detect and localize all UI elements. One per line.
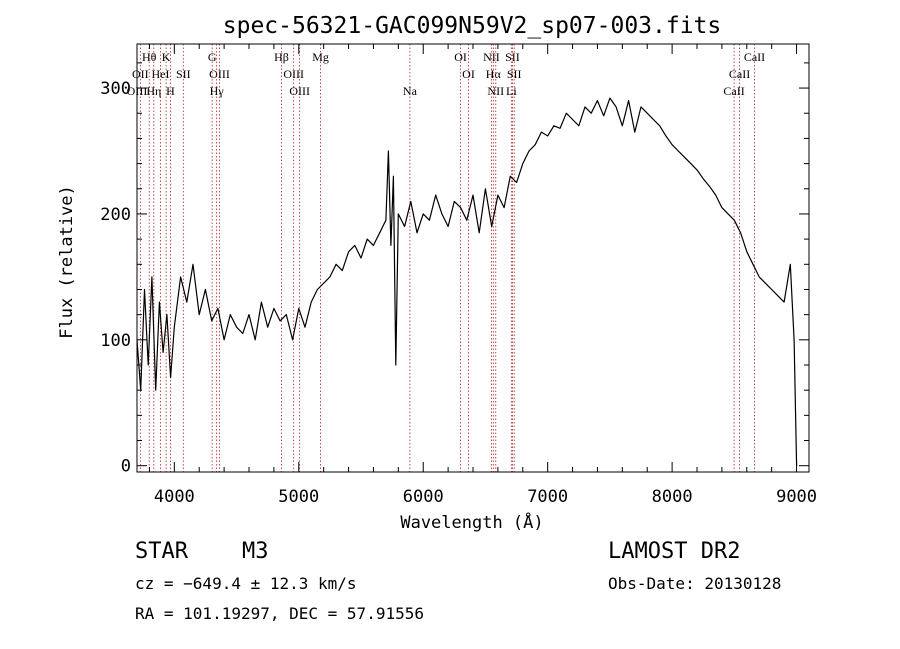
observation-date: Obs-Date: 20130128 — [608, 574, 782, 593]
line-marker-label: Hη — [146, 84, 161, 98]
chart-title: spec-56321-GAC099N59V2_sp07-003.fits — [223, 13, 722, 39]
x-axis: 4000 5000 6000 7000 8000 9000 — [148, 44, 817, 507]
line-marker-label: OII — [132, 67, 149, 81]
line-marker-label: Hα — [486, 67, 502, 81]
line-marker-label: OI — [462, 67, 475, 81]
line-marker-label: Hβ — [274, 50, 289, 64]
y-axis: 0 100 200 300 — [100, 62, 809, 477]
y-tick-label: 300 — [100, 79, 131, 99]
x-tick-label: 9000 — [776, 487, 817, 507]
line-marker-label: Hθ — [142, 50, 157, 64]
line-marker-label: Hγ — [210, 84, 225, 98]
y-tick-label: 100 — [100, 331, 131, 351]
x-tick-label: 5000 — [278, 487, 319, 507]
line-marker-label: Li — [506, 84, 517, 98]
y-tick-label: 200 — [100, 205, 131, 225]
plot-frame — [136, 43, 810, 473]
line-marker-label: OI — [454, 50, 467, 64]
spectrum-line — [136, 97, 798, 466]
x-tick-label: 8000 — [652, 487, 693, 507]
line-marker-label: OIII — [289, 84, 310, 98]
line-marker-label: Mg — [312, 50, 329, 64]
line-marker-label: SII — [505, 50, 520, 64]
line-marker-label: SII — [176, 67, 191, 81]
line-marker-label: NII — [483, 50, 500, 64]
line-marker-label: HeI — [152, 67, 170, 81]
x-tick-label: 7000 — [527, 487, 568, 507]
y-tick-label: 0 — [121, 457, 131, 477]
survey-name: LAMOST DR2 — [608, 539, 741, 564]
line-marker-label: Na — [403, 84, 418, 98]
line-marker-label: SII — [507, 67, 522, 81]
spectral-subclass: M3 — [242, 539, 269, 564]
y-axis-label: Flux (relative) — [57, 185, 77, 339]
line-marker-label: CaII — [729, 67, 750, 81]
line-marker-label: CaII — [723, 84, 744, 98]
x-tick-label: 4000 — [154, 487, 195, 507]
line-marker-label: CaII — [744, 50, 765, 64]
coordinates: RA = 101.19297, DEC = 57.91556 — [135, 604, 424, 623]
object-type: STAR — [135, 539, 188, 564]
line-marker-label: K — [162, 50, 171, 64]
line-marker-label: H — [166, 84, 175, 98]
redshift-velocity: cz = −649.4 ± 12.3 km/s — [135, 574, 357, 593]
line-marker-label: G — [208, 50, 217, 64]
line-marker-label: OIII — [283, 67, 304, 81]
line-marker-label: NII — [487, 84, 504, 98]
x-tick-label: 6000 — [403, 487, 444, 507]
line-marker-label: OIII — [209, 67, 230, 81]
x-axis-label: Wavelength (Å) — [400, 511, 543, 533]
